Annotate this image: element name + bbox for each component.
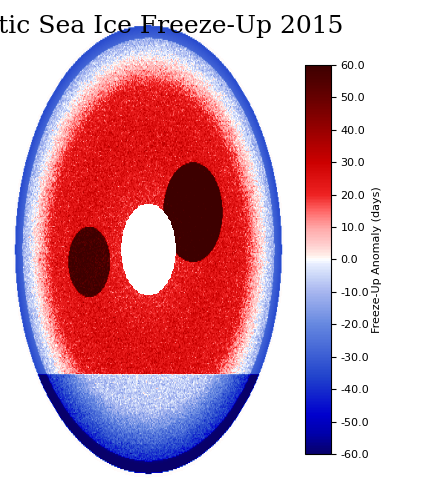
Text: Arctic Sea Ice Freeze-Up 2015: Arctic Sea Ice Freeze-Up 2015 (0, 15, 343, 38)
Y-axis label: Freeze-Up Anomaly (days): Freeze-Up Anomaly (days) (372, 186, 382, 333)
